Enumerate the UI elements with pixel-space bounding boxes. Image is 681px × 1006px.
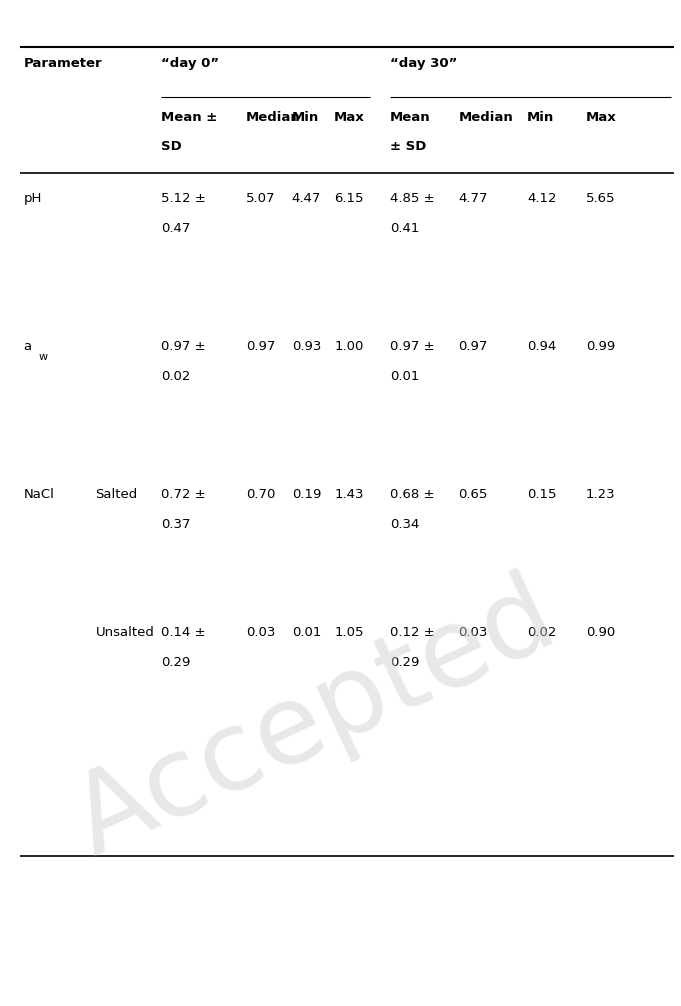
Text: 0.29: 0.29 (390, 656, 419, 669)
Text: 0.97: 0.97 (458, 340, 488, 353)
Text: 0.68 ±: 0.68 ± (390, 488, 434, 501)
Text: 0.15: 0.15 (527, 488, 556, 501)
Text: 0.97 ±: 0.97 ± (390, 340, 434, 353)
Text: a: a (24, 340, 32, 353)
Text: 0.02: 0.02 (161, 370, 191, 383)
Text: Mean: Mean (390, 111, 430, 124)
Text: Salted: Salted (95, 488, 138, 501)
Text: Max: Max (334, 111, 365, 124)
Text: 0.19: 0.19 (291, 488, 321, 501)
Text: 5.65: 5.65 (586, 192, 616, 205)
Text: 5.12 ±: 5.12 ± (161, 192, 206, 205)
Text: 0.29: 0.29 (161, 656, 191, 669)
Text: Mean ±: Mean ± (161, 111, 217, 124)
Text: 0.72 ±: 0.72 ± (161, 488, 206, 501)
Text: Min: Min (291, 111, 319, 124)
Text: 0.94: 0.94 (527, 340, 556, 353)
Text: 0.70: 0.70 (246, 488, 275, 501)
Text: 4.77: 4.77 (458, 192, 488, 205)
Text: Unsalted: Unsalted (95, 626, 155, 639)
Text: Parameter: Parameter (24, 57, 102, 70)
Text: 4.47: 4.47 (291, 192, 321, 205)
Text: 0.65: 0.65 (458, 488, 488, 501)
Text: ± SD: ± SD (390, 140, 426, 153)
Text: pH: pH (24, 192, 42, 205)
Text: 0.37: 0.37 (161, 518, 191, 531)
Text: Median: Median (458, 111, 513, 124)
Text: 0.12 ±: 0.12 ± (390, 626, 434, 639)
Text: 6.15: 6.15 (334, 192, 364, 205)
Text: 5.07: 5.07 (246, 192, 276, 205)
Text: 1.43: 1.43 (334, 488, 364, 501)
Text: Max: Max (586, 111, 617, 124)
Text: 0.03: 0.03 (246, 626, 275, 639)
Text: 0.01: 0.01 (390, 370, 419, 383)
Text: 0.90: 0.90 (586, 626, 615, 639)
Text: 1.05: 1.05 (334, 626, 364, 639)
Text: SD: SD (161, 140, 182, 153)
Text: 0.02: 0.02 (527, 626, 556, 639)
Text: 0.14 ±: 0.14 ± (161, 626, 206, 639)
Text: 0.93: 0.93 (291, 340, 321, 353)
Text: “day 30”: “day 30” (390, 57, 457, 70)
Text: 0.97 ±: 0.97 ± (161, 340, 206, 353)
Text: 4.12: 4.12 (527, 192, 556, 205)
Text: Accepted: Accepted (57, 562, 572, 877)
Text: NaCl: NaCl (24, 488, 54, 501)
Text: “day 0”: “day 0” (161, 57, 219, 70)
Text: Median: Median (246, 111, 301, 124)
Text: 0.03: 0.03 (458, 626, 488, 639)
Text: 1.00: 1.00 (334, 340, 364, 353)
Text: 0.41: 0.41 (390, 222, 419, 235)
Text: 0.47: 0.47 (161, 222, 191, 235)
Text: Min: Min (527, 111, 554, 124)
Text: 0.34: 0.34 (390, 518, 419, 531)
Text: 1.23: 1.23 (586, 488, 616, 501)
Text: 0.99: 0.99 (586, 340, 615, 353)
Text: 4.85 ±: 4.85 ± (390, 192, 434, 205)
Text: 0.01: 0.01 (291, 626, 321, 639)
Text: w: w (38, 352, 47, 362)
Text: 0.97: 0.97 (246, 340, 275, 353)
